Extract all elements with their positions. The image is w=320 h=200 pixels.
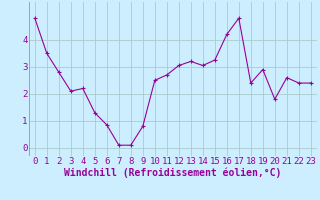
X-axis label: Windchill (Refroidissement éolien,°C): Windchill (Refroidissement éolien,°C) [64, 168, 282, 178]
